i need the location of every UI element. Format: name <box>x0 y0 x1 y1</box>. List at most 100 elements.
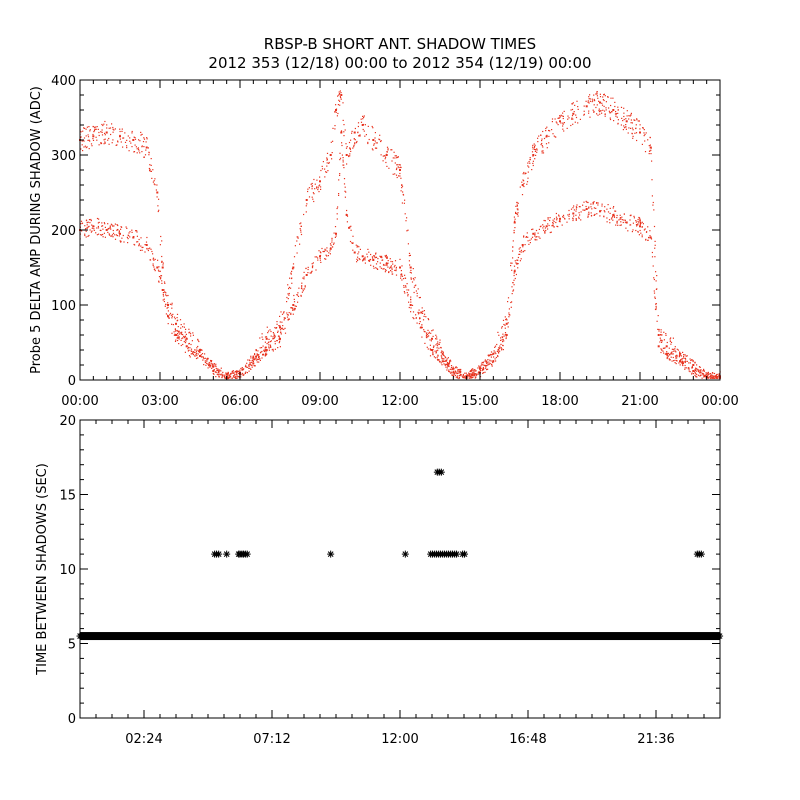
amp-point-upper <box>529 162 531 164</box>
amp-point-upper <box>459 375 461 377</box>
amp-point-upper <box>435 344 437 346</box>
amp-point-lower <box>676 354 678 356</box>
amp-point-lower <box>167 315 169 318</box>
amp-point-upper <box>690 359 692 362</box>
amp-point-upper <box>404 213 406 215</box>
amp-point-upper <box>83 140 85 142</box>
amp-point-upper <box>318 191 320 193</box>
amp-point-lower <box>595 207 597 209</box>
top-axis-ticks: 00:00 03:00 06:00 09:00 12:00 15:00 18:00 21:00… <box>51 74 739 409</box>
amp-point-lower <box>531 228 533 231</box>
amp-point-upper <box>95 126 97 128</box>
amp-point-upper <box>412 277 414 280</box>
amp-point-lower <box>593 207 595 209</box>
amp-point-lower <box>662 350 664 352</box>
amp-point-lower <box>97 227 100 229</box>
amp-point-lower <box>482 366 484 369</box>
amp-point-lower <box>133 236 135 238</box>
amp-point-upper <box>387 148 389 150</box>
amp-point-upper <box>177 336 179 338</box>
amp-point-upper <box>204 360 206 362</box>
amp-point-upper <box>683 355 685 357</box>
amp-point-lower <box>240 376 242 378</box>
amp-point-upper <box>397 156 399 158</box>
amp-point-lower <box>622 221 624 224</box>
amp-point-upper <box>300 229 302 231</box>
amp-point-lower <box>245 366 247 368</box>
amp-point-upper <box>359 135 361 137</box>
amp-point-lower <box>488 363 490 365</box>
amp-point-lower <box>527 240 529 242</box>
amp-point-upper <box>373 144 375 146</box>
amp-point-lower <box>670 356 672 358</box>
amp-point-lower <box>552 221 554 224</box>
amp-point-upper <box>338 91 340 93</box>
amp-point-lower <box>230 372 232 374</box>
amp-point-upper <box>86 126 88 128</box>
amp-point-lower <box>395 274 398 276</box>
amp-point-lower <box>158 270 160 272</box>
amp-point-lower <box>446 369 448 371</box>
amp-point-lower <box>253 359 255 361</box>
amp-point-lower <box>120 228 122 230</box>
amp-point-lower <box>340 130 343 132</box>
amp-point-lower <box>307 266 309 268</box>
amp-point-lower <box>390 260 392 263</box>
amp-point-lower <box>208 365 210 367</box>
amp-point-upper <box>320 186 322 188</box>
amp-point-lower <box>590 212 592 214</box>
amp-point-lower <box>531 236 534 238</box>
amp-point-lower <box>343 167 345 169</box>
amp-point-upper <box>279 315 281 317</box>
amp-point-lower <box>153 266 155 268</box>
amp-point-upper <box>583 110 585 112</box>
amp-point-upper <box>678 354 681 356</box>
amp-point-upper <box>299 228 301 230</box>
amp-point-upper <box>431 337 433 340</box>
amp-point-lower <box>712 377 714 379</box>
amp-point-lower <box>131 229 133 231</box>
amp-point-upper <box>632 129 634 131</box>
amp-point-lower <box>400 275 402 277</box>
amp-point-upper <box>160 235 162 238</box>
amp-point-upper <box>717 376 719 378</box>
amp-point-upper <box>313 193 315 195</box>
amp-point-upper <box>226 372 228 374</box>
amp-point-lower <box>148 248 150 250</box>
amp-point-lower <box>367 248 369 250</box>
amp-point-lower <box>349 227 351 229</box>
amp-point-lower <box>268 347 270 349</box>
amp-point-lower <box>85 230 87 232</box>
amp-point-upper <box>371 125 373 128</box>
amp-point-lower <box>699 375 701 377</box>
amp-point-upper <box>339 90 341 92</box>
amp-point-upper <box>448 362 451 364</box>
amp-point-upper <box>436 336 438 338</box>
amp-point-upper <box>438 347 440 349</box>
amp-point-upper <box>692 360 694 363</box>
amp-point-lower <box>329 250 331 252</box>
amp-point-lower <box>164 291 166 293</box>
amp-point-upper <box>491 354 493 356</box>
amp-point-upper <box>402 191 404 193</box>
amp-point-lower <box>693 373 695 375</box>
amp-point-lower <box>348 226 350 229</box>
amp-point-lower <box>458 376 460 379</box>
amp-point-lower <box>400 277 402 279</box>
amp-point-lower <box>344 190 346 192</box>
amp-point-upper <box>681 358 683 360</box>
amp-point-upper <box>676 348 678 350</box>
top-y-tick-label: 400 <box>51 74 76 89</box>
amp-point-upper <box>375 142 377 144</box>
amp-point-upper <box>710 373 712 375</box>
amp-point-upper <box>419 296 421 299</box>
amp-point-upper <box>422 310 424 312</box>
amp-point-lower <box>199 355 201 357</box>
amp-point-lower <box>403 291 405 293</box>
amp-point-upper <box>270 330 272 333</box>
amp-point-upper <box>516 213 518 215</box>
amp-point-upper <box>652 201 654 204</box>
amp-point-lower <box>474 377 476 379</box>
amp-point-lower <box>451 374 453 376</box>
